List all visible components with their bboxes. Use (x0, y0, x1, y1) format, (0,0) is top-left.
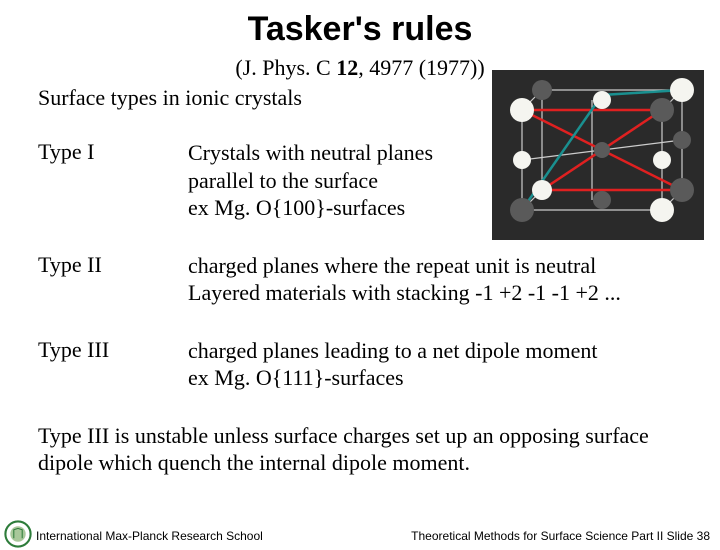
type-desc: charged planes where the repeat unit is … (188, 252, 621, 307)
type-label: Type I (38, 139, 188, 222)
citation-prefix: (J. Phys. C (235, 55, 336, 80)
type-label: Type II (38, 252, 188, 307)
type-desc-line: Crystals with neutral planes (188, 140, 433, 165)
type-desc: charged planes leading to a net dipole m… (188, 337, 598, 392)
type-label: Type III (38, 337, 188, 392)
type-desc-line: parallel to the surface (188, 168, 378, 193)
slide-title: Tasker's rules (0, 10, 720, 49)
type-row: Type II charged planes where the repeat … (38, 252, 720, 307)
type-desc-line: charged planes leading to a net dipole m… (188, 338, 598, 363)
type-desc-line: ex Mg. O{111}-surfaces (188, 365, 404, 390)
citation-suffix: , 4977 (1977)) (358, 55, 484, 80)
type-desc-line: ex Mg. O{100}-surfaces (188, 195, 405, 220)
type-desc: Crystals with neutral planes parallel to… (188, 139, 433, 222)
footer-left: International Max-Planck Research School (36, 529, 263, 543)
footer-right: Theoretical Methods for Surface Science … (411, 529, 710, 543)
conclusion: Type III is unstable unless surface char… (38, 422, 682, 477)
slide-footer: International Max-Planck Research School… (0, 526, 720, 550)
type-desc-line: charged planes where the repeat unit is … (188, 253, 596, 278)
crystal-diagram (492, 70, 704, 240)
citation-volume: 12 (336, 55, 358, 80)
type-row: Type III charged planes leading to a net… (38, 337, 720, 392)
type-desc-line: Layered materials with stacking -1 +2 -1… (188, 280, 621, 305)
